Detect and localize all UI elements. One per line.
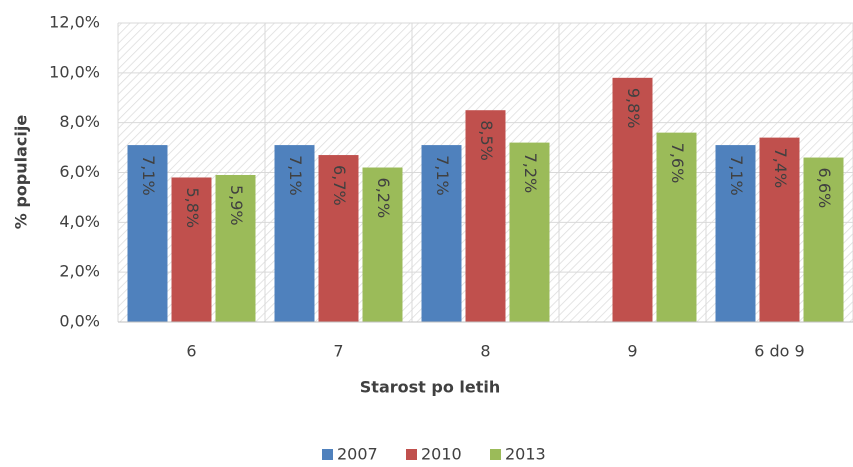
x-axis-title: Starost po letih [360, 378, 500, 397]
bar [171, 177, 212, 322]
data-label: 7,2% [521, 153, 540, 194]
bar [465, 110, 506, 322]
y-tick-label: 4,0% [59, 212, 100, 231]
x-tick-label: 7 [333, 342, 343, 361]
bar [274, 145, 315, 322]
bar [318, 155, 359, 322]
legend-label: 2007 [337, 445, 378, 464]
data-label: 7,1% [286, 155, 305, 196]
x-tick-label: 6 do 9 [754, 342, 804, 361]
data-label: 6,6% [815, 168, 834, 209]
bar [715, 145, 756, 322]
y-tick-label: 10,0% [49, 62, 100, 81]
y-tick-label: 8,0% [59, 112, 100, 131]
bar [656, 132, 697, 322]
data-label: 9,8% [624, 88, 643, 129]
y-tick-label: 0,0% [59, 312, 100, 331]
data-label: 7,4% [771, 148, 790, 189]
legend-swatch [406, 449, 417, 460]
x-tick-label: 8 [480, 342, 490, 361]
legend-swatch [322, 449, 333, 460]
legend-label: 2010 [421, 445, 462, 464]
bar [612, 77, 653, 322]
data-label: 7,1% [433, 155, 452, 196]
bar [803, 157, 844, 322]
bar [759, 137, 800, 322]
data-label: 5,8% [183, 187, 202, 228]
x-tick-label: 9 [627, 342, 637, 361]
data-label: 7,1% [139, 155, 158, 196]
data-label: 5,9% [227, 185, 246, 226]
legend-swatch [490, 449, 501, 460]
data-label: 6,7% [330, 165, 349, 206]
y-tick-label: 2,0% [59, 262, 100, 281]
x-tick-label: 6 [186, 342, 196, 361]
data-label: 7,1% [727, 155, 746, 196]
legend-label: 2013 [505, 445, 546, 464]
bar [509, 142, 550, 322]
data-label: 6,2% [374, 178, 393, 219]
y-tick-label: 12,0% [49, 13, 100, 32]
bar [215, 174, 256, 322]
y-axis-title: % populacije [12, 115, 31, 230]
data-label: 7,6% [668, 143, 687, 184]
data-label: 8,5% [477, 120, 496, 161]
bar [421, 145, 462, 322]
bar [362, 167, 403, 322]
y-tick-label: 6,0% [59, 162, 100, 181]
bar [127, 145, 168, 322]
